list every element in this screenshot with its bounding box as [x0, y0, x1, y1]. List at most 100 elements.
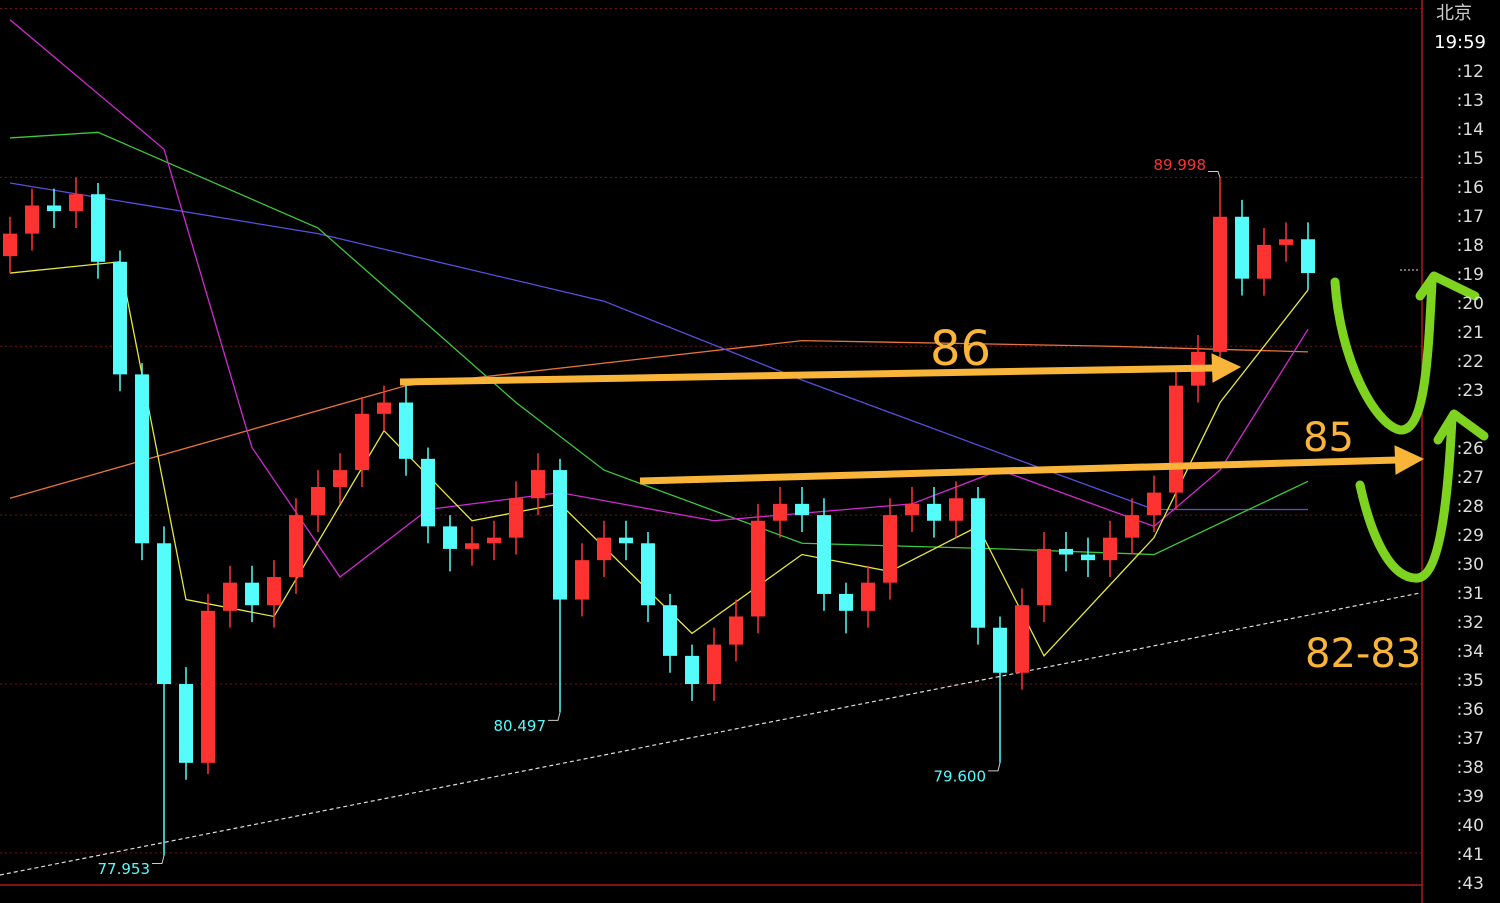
candle-body	[157, 543, 171, 685]
candle-body	[487, 537, 501, 544]
axis-label: :13	[1457, 91, 1484, 111]
axis-label: :14	[1457, 120, 1484, 140]
candle-body	[597, 537, 611, 561]
annotation: 82-83	[1305, 631, 1421, 677]
candle-body	[245, 582, 259, 606]
candle-body	[267, 577, 281, 606]
candle-body	[1279, 239, 1293, 245]
candle-body	[1213, 216, 1227, 352]
axis-label: :40	[1457, 816, 1484, 836]
ma-line	[9, 261, 1309, 657]
candle-body	[509, 498, 523, 538]
low-label: 79.600	[934, 767, 987, 785]
curve-head	[1415, 271, 1480, 301]
candle-body	[443, 526, 457, 549]
candle-body	[91, 194, 105, 262]
axis-label: :31	[1457, 584, 1484, 604]
candle-body	[311, 486, 325, 516]
candle-body	[69, 194, 83, 212]
axis-label: :38	[1457, 758, 1484, 778]
candle-body	[3, 233, 17, 257]
arrow	[639, 456, 1399, 485]
axis-label: :39	[1457, 787, 1484, 807]
candle-body	[1301, 239, 1315, 274]
axis-label: :26	[1457, 439, 1484, 459]
axis-label: :22	[1457, 352, 1484, 372]
axis-label: :28	[1457, 497, 1484, 517]
candle-body	[773, 503, 787, 521]
green-curves	[1330, 271, 1489, 583]
arrow	[399, 364, 1216, 386]
candle-body	[377, 402, 391, 414]
annotation: 86	[930, 321, 991, 377]
candle-body	[201, 610, 215, 763]
orange-arrows	[399, 353, 1425, 485]
label-pointer	[988, 762, 1001, 772]
candle-body	[1235, 216, 1249, 279]
axis-label: :34	[1457, 642, 1484, 662]
low-label: 77.953	[98, 860, 151, 878]
candle-body	[707, 644, 721, 685]
axis-label: :17	[1457, 207, 1484, 227]
candle-body	[751, 520, 765, 617]
candle-body	[971, 498, 985, 628]
candle-body	[531, 470, 545, 499]
extreme-labels: 77.953 80.497 79.600 89.998	[98, 156, 1221, 878]
candle-body	[1037, 548, 1051, 606]
axis-label: :37	[1457, 729, 1484, 749]
candle-body	[47, 205, 61, 212]
candle-body	[1103, 537, 1117, 561]
ma-line	[9, 19, 1309, 578]
candle-body	[553, 470, 567, 600]
candle-body	[927, 503, 941, 521]
axis-label: :15	[1457, 149, 1484, 169]
axis-label: :36	[1457, 700, 1484, 720]
annotation: 85	[1303, 415, 1354, 461]
candle-body	[619, 537, 633, 544]
candle-body	[1169, 385, 1183, 493]
axis-label: :16	[1457, 178, 1484, 198]
curve-head	[1433, 409, 1489, 445]
curve	[1330, 277, 1437, 435]
axis-label: :20	[1457, 294, 1484, 314]
candle-body	[135, 374, 149, 544]
ma-line	[9, 131, 1309, 556]
candle-body	[685, 655, 699, 685]
candle-body	[179, 684, 193, 763]
candle-body	[1125, 515, 1139, 538]
candle-body	[817, 515, 831, 594]
axis-label: :32	[1457, 613, 1484, 633]
candle-body	[289, 515, 303, 578]
axis-label: :19	[1457, 265, 1484, 285]
axis-label: :12	[1457, 62, 1484, 82]
candle-body	[905, 503, 919, 516]
ma-line	[9, 339, 1309, 499]
axis-label: :41	[1457, 845, 1484, 865]
candle-body	[421, 458, 435, 527]
candle-body	[333, 470, 347, 487]
candle-body	[399, 402, 413, 459]
candle-body	[355, 413, 369, 471]
label-pointer	[1208, 170, 1221, 178]
candle-body	[839, 593, 853, 611]
axis-label: :18	[1457, 236, 1484, 256]
label-pointer	[152, 855, 165, 865]
candle-body	[663, 605, 677, 656]
arrow-head	[1394, 445, 1425, 475]
candle-body	[861, 582, 875, 611]
curve	[1355, 413, 1457, 583]
clock-label: 19:59	[1434, 32, 1486, 53]
axis-label: :23	[1457, 381, 1484, 401]
axis-label: :30	[1457, 555, 1484, 575]
high-label: 89.998	[1154, 156, 1207, 174]
candle-body	[729, 616, 743, 645]
city-label: 北京	[1436, 3, 1472, 24]
candle-body	[641, 543, 655, 606]
trend-line	[0, 592, 1421, 876]
candle-body	[575, 560, 589, 600]
candle-body	[1257, 244, 1271, 279]
candle-body	[1015, 605, 1029, 673]
candles	[3, 177, 1315, 856]
axis-label: :29	[1457, 526, 1484, 546]
arrow-head	[1211, 353, 1242, 383]
